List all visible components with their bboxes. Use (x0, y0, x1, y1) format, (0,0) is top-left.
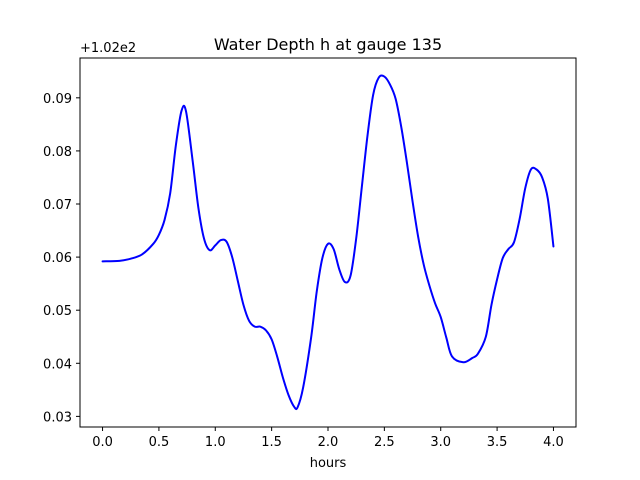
x-axis-label: hours (310, 456, 347, 471)
y-tick-label: 0.07 (43, 198, 72, 213)
x-tick-label: 1.5 (261, 435, 282, 450)
x-tick-label: 2.5 (374, 435, 395, 450)
y-tick-label: 0.08 (43, 145, 72, 160)
x-tick-label: 4.0 (543, 435, 564, 450)
y-tick-label: 0.09 (43, 92, 72, 107)
x-tick-label: 2.0 (318, 435, 339, 450)
y-tick-label: 0.06 (43, 251, 72, 266)
series-line-water-depth (101, 74, 555, 411)
y-tick-label: 0.04 (43, 357, 72, 372)
x-tick-label: 1.0 (205, 435, 226, 450)
y-tick-label: 0.03 (43, 410, 72, 425)
y-tick-label: 0.05 (43, 304, 72, 319)
y-axis: 0.03 0.04 0.05 0.06 0.07 0.08 0.09 (43, 92, 80, 425)
x-tick-label: 3.5 (487, 435, 508, 450)
x-tick-label: 3.0 (430, 435, 451, 450)
x-tick-label: 0.5 (149, 435, 170, 450)
x-tick-label: 0.0 (92, 435, 113, 450)
chart-title: Water Depth h at gauge 135 (214, 35, 442, 54)
x-axis: 0.0 0.5 1.0 1.5 2.0 2.5 3.0 3.5 4.0 (92, 427, 564, 450)
y-axis-offset-label: +1.02e2 (80, 41, 136, 56)
